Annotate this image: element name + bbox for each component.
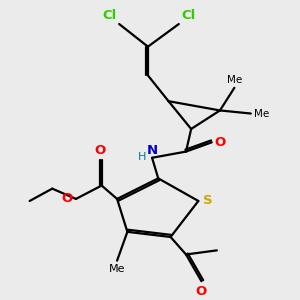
- Text: O: O: [215, 136, 226, 149]
- Text: O: O: [196, 285, 207, 298]
- Text: Cl: Cl: [181, 9, 196, 22]
- Text: Cl: Cl: [102, 9, 117, 22]
- Text: Me: Me: [109, 264, 125, 274]
- Text: S: S: [203, 194, 213, 208]
- Text: O: O: [94, 144, 106, 157]
- Text: H: H: [138, 152, 146, 162]
- Text: Me: Me: [227, 75, 242, 85]
- Text: N: N: [146, 144, 158, 157]
- Text: O: O: [61, 192, 72, 206]
- Text: Me: Me: [254, 109, 269, 118]
